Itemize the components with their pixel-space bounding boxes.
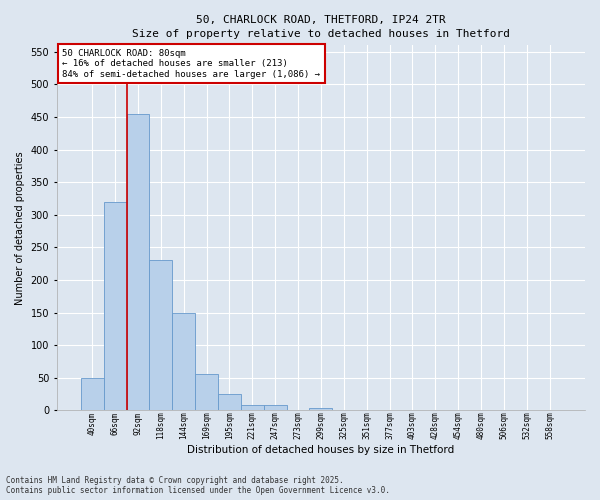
Bar	[172, 312, 195, 410]
Bar	[218, 394, 241, 410]
Title: 50, CHARLOCK ROAD, THETFORD, IP24 2TR
Size of property relative to detached hous: 50, CHARLOCK ROAD, THETFORD, IP24 2TR Si…	[132, 15, 510, 39]
Bar	[310, 408, 332, 410]
Bar	[149, 260, 172, 410]
Bar	[195, 374, 218, 410]
Bar	[104, 202, 127, 410]
Bar	[127, 114, 149, 410]
X-axis label: Distribution of detached houses by size in Thetford: Distribution of detached houses by size …	[187, 445, 455, 455]
Bar	[264, 405, 287, 410]
Bar	[241, 405, 264, 410]
Y-axis label: Number of detached properties: Number of detached properties	[15, 151, 25, 304]
Text: 50 CHARLOCK ROAD: 80sqm
← 16% of detached houses are smaller (213)
84% of semi-d: 50 CHARLOCK ROAD: 80sqm ← 16% of detache…	[62, 49, 320, 79]
Bar	[81, 378, 104, 410]
Text: Contains HM Land Registry data © Crown copyright and database right 2025.
Contai: Contains HM Land Registry data © Crown c…	[6, 476, 390, 495]
